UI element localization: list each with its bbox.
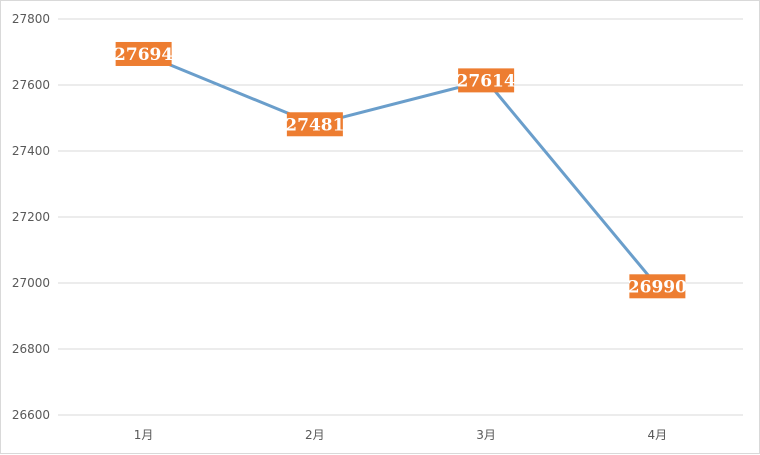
data-label: 27614	[457, 68, 516, 93]
data-label-text: 27694	[114, 45, 173, 65]
x-axis-ticks: 1月 2月 3月 4月	[134, 428, 667, 442]
data-label-text: 27481	[285, 115, 344, 135]
y-axis-ticks: 27800 27600 27400 27200 27000 26800 26600	[12, 12, 50, 422]
x-tick-label: 1月	[134, 428, 154, 442]
x-tick-label: 3月	[476, 428, 496, 442]
x-tick-label: 4月	[648, 428, 668, 442]
y-tick-label: 27000	[12, 276, 50, 290]
y-tick-label: 26600	[12, 408, 50, 422]
data-label: 27694	[114, 41, 173, 66]
data-label-box	[286, 112, 343, 137]
data-label-text: 26990	[628, 277, 687, 297]
y-tick-label: 27400	[12, 144, 50, 158]
data-label: 27481	[285, 112, 344, 137]
data-label-box	[458, 68, 515, 93]
y-tick-label: 27800	[12, 12, 50, 26]
series-line	[143, 52, 659, 288]
y-tick-label: 26800	[12, 342, 50, 356]
y-tick-label: 27600	[12, 78, 50, 92]
y-tick-label: 27200	[12, 210, 50, 224]
gridlines	[58, 18, 743, 416]
x-tick-label: 2月	[305, 428, 325, 442]
data-label: 26990	[628, 274, 687, 299]
data-label-box	[115, 41, 172, 66]
data-label-box	[629, 274, 686, 299]
data-label-text: 27614	[457, 71, 516, 91]
series-line-group	[143, 52, 659, 288]
data-labels: 27694 27481 27614 26990	[114, 41, 687, 299]
